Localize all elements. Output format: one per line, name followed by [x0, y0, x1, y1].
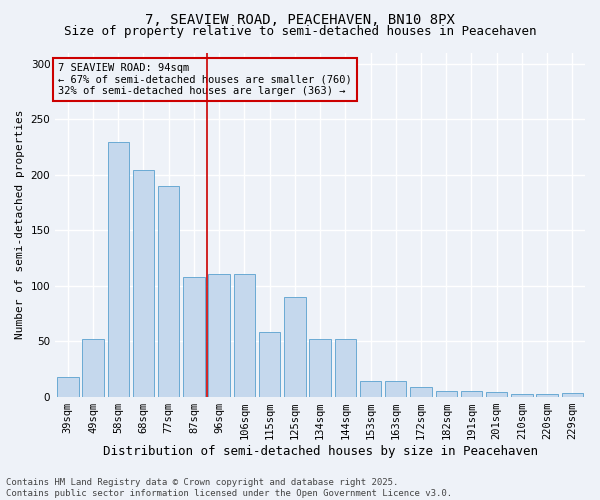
- Bar: [536, 394, 558, 396]
- Y-axis label: Number of semi-detached properties: Number of semi-detached properties: [15, 110, 25, 340]
- Text: 7, SEAVIEW ROAD, PEACEHAVEN, BN10 8PX: 7, SEAVIEW ROAD, PEACEHAVEN, BN10 8PX: [145, 12, 455, 26]
- Text: 7 SEAVIEW ROAD: 94sqm
← 67% of semi-detached houses are smaller (760)
32% of sem: 7 SEAVIEW ROAD: 94sqm ← 67% of semi-deta…: [58, 63, 352, 96]
- Bar: [511, 394, 533, 396]
- Bar: [82, 339, 104, 396]
- Bar: [436, 391, 457, 396]
- Bar: [310, 339, 331, 396]
- Bar: [158, 186, 179, 396]
- Bar: [233, 274, 255, 396]
- Bar: [385, 381, 406, 396]
- Bar: [410, 386, 432, 396]
- Bar: [133, 170, 154, 396]
- Bar: [335, 339, 356, 396]
- Bar: [360, 381, 381, 396]
- Bar: [562, 394, 583, 396]
- Bar: [259, 332, 280, 396]
- Bar: [208, 274, 230, 396]
- Bar: [107, 142, 129, 396]
- Bar: [486, 392, 508, 396]
- Bar: [57, 376, 79, 396]
- Text: Contains HM Land Registry data © Crown copyright and database right 2025.
Contai: Contains HM Land Registry data © Crown c…: [6, 478, 452, 498]
- Text: Size of property relative to semi-detached houses in Peacehaven: Size of property relative to semi-detach…: [64, 25, 536, 38]
- X-axis label: Distribution of semi-detached houses by size in Peacehaven: Distribution of semi-detached houses by …: [103, 444, 538, 458]
- Bar: [183, 276, 205, 396]
- Bar: [284, 296, 305, 396]
- Bar: [461, 391, 482, 396]
